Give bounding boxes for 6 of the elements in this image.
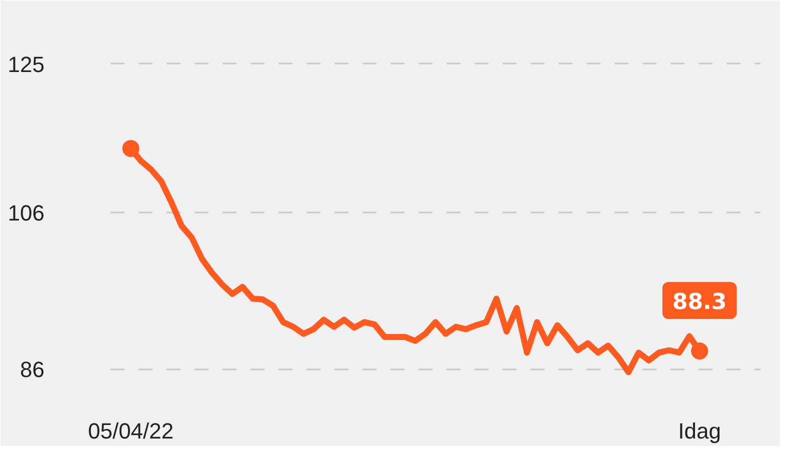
y-tick-label: 86	[20, 357, 45, 382]
y-tick-label: 125	[8, 52, 45, 77]
x-tick-label: Idag	[678, 418, 721, 444]
data-label: 88.3	[672, 290, 727, 316]
y-tick-label: 106	[8, 200, 45, 226]
x-tick-label: 05/04/22	[88, 418, 174, 444]
